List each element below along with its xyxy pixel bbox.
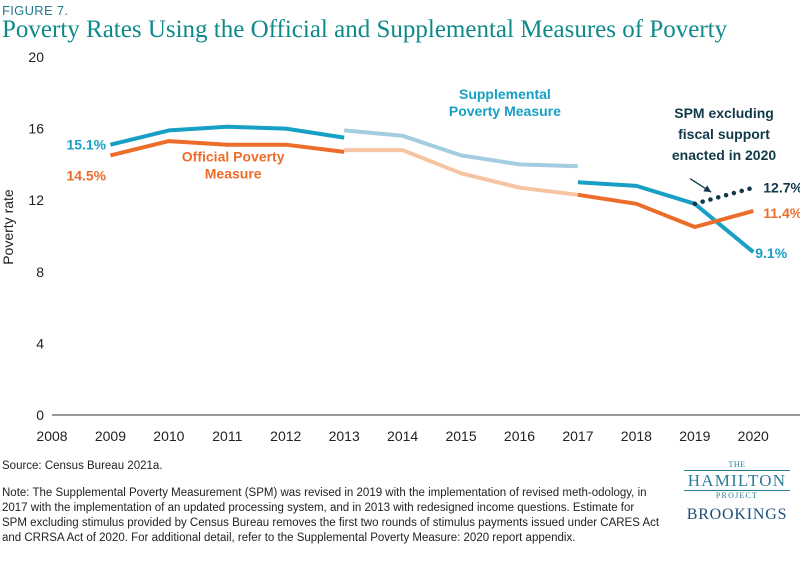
x-tick-label: 2018	[621, 428, 652, 444]
logo-hamilton: HAMILTON	[684, 470, 790, 491]
x-tick-label: 2010	[153, 428, 184, 444]
data-label: 9.1%	[755, 245, 787, 261]
y-tick-label: 4	[36, 335, 44, 351]
annotation-spm-label: Supplemental Poverty Measure	[449, 86, 561, 119]
y-axis-title: Poverty rate	[0, 189, 16, 265]
series-line-spm	[344, 128, 578, 169]
x-tick-label: 2008	[36, 428, 67, 444]
annotation-stimulus-label: SPM excluding fiscal support enacted in 20…	[672, 105, 776, 163]
annotation-line: Supplemental	[459, 86, 551, 102]
logo-project: PROJECT	[715, 491, 759, 500]
annotation-official-label: Official Poverty Measure	[182, 149, 285, 182]
footnote: Note: The Supplemental Poverty Measureme…	[2, 487, 660, 544]
y-tick-label: 12	[28, 192, 44, 208]
logo-the: THE	[728, 460, 746, 469]
x-tick-label: 2017	[562, 428, 593, 444]
annotation-line: Measure	[205, 166, 262, 182]
series-line-official	[344, 148, 579, 197]
annotation-line: SPM excluding	[674, 105, 774, 121]
logo-brookings: BROOKINGS	[686, 506, 788, 523]
x-tick-label: 2012	[270, 428, 301, 444]
series-line-official	[577, 192, 754, 229]
series-line-spm	[109, 124, 345, 147]
series-line-spm	[577, 180, 755, 254]
annotation-arrow-head	[703, 185, 712, 193]
x-tick-label: 2011	[212, 428, 242, 444]
x-tick-label: 2014	[387, 428, 418, 444]
x-tick-label: 2013	[329, 428, 360, 444]
poverty-rate-line-chart: 0 4 8 12 16 20 2008 2009 2010 2011 2012 2013 2014 201…	[0, 49, 800, 444]
y-tick-label: 0	[36, 407, 44, 423]
hamilton-brookings-logo: THE HAMILTON PROJECT BROOKINGS	[676, 460, 798, 524]
y-tick-label: 20	[28, 49, 44, 65]
x-tick-label: 2020	[738, 428, 769, 444]
annotation-line: Official Poverty	[182, 149, 285, 165]
series-line-spm-excluding-stimulus	[692, 185, 756, 207]
series-line-official	[109, 139, 345, 158]
annotation-line: Poverty Measure	[449, 103, 561, 119]
data-label: 14.5%	[66, 167, 106, 183]
source-note: Source: Census Bureau 2021a.	[2, 460, 163, 472]
x-tick-label: 2009	[95, 428, 126, 444]
data-label: 15.1%	[66, 137, 106, 153]
annotation-line: enacted in 2020	[672, 147, 776, 163]
y-tick-label: 16	[28, 121, 44, 137]
x-tick-label: 2016	[504, 428, 535, 444]
data-label: 11.4%	[763, 205, 800, 221]
annotation-line: fiscal support	[678, 126, 770, 142]
figure-label: FIGURE 7.	[2, 3, 69, 18]
chart-title: Poverty Rates Using the Official and Sup…	[2, 16, 728, 43]
x-tick-label: 2019	[679, 428, 710, 444]
x-tick-label: 2015	[445, 428, 476, 444]
y-tick-label: 8	[36, 264, 44, 280]
data-label: 12.7%	[763, 180, 800, 196]
